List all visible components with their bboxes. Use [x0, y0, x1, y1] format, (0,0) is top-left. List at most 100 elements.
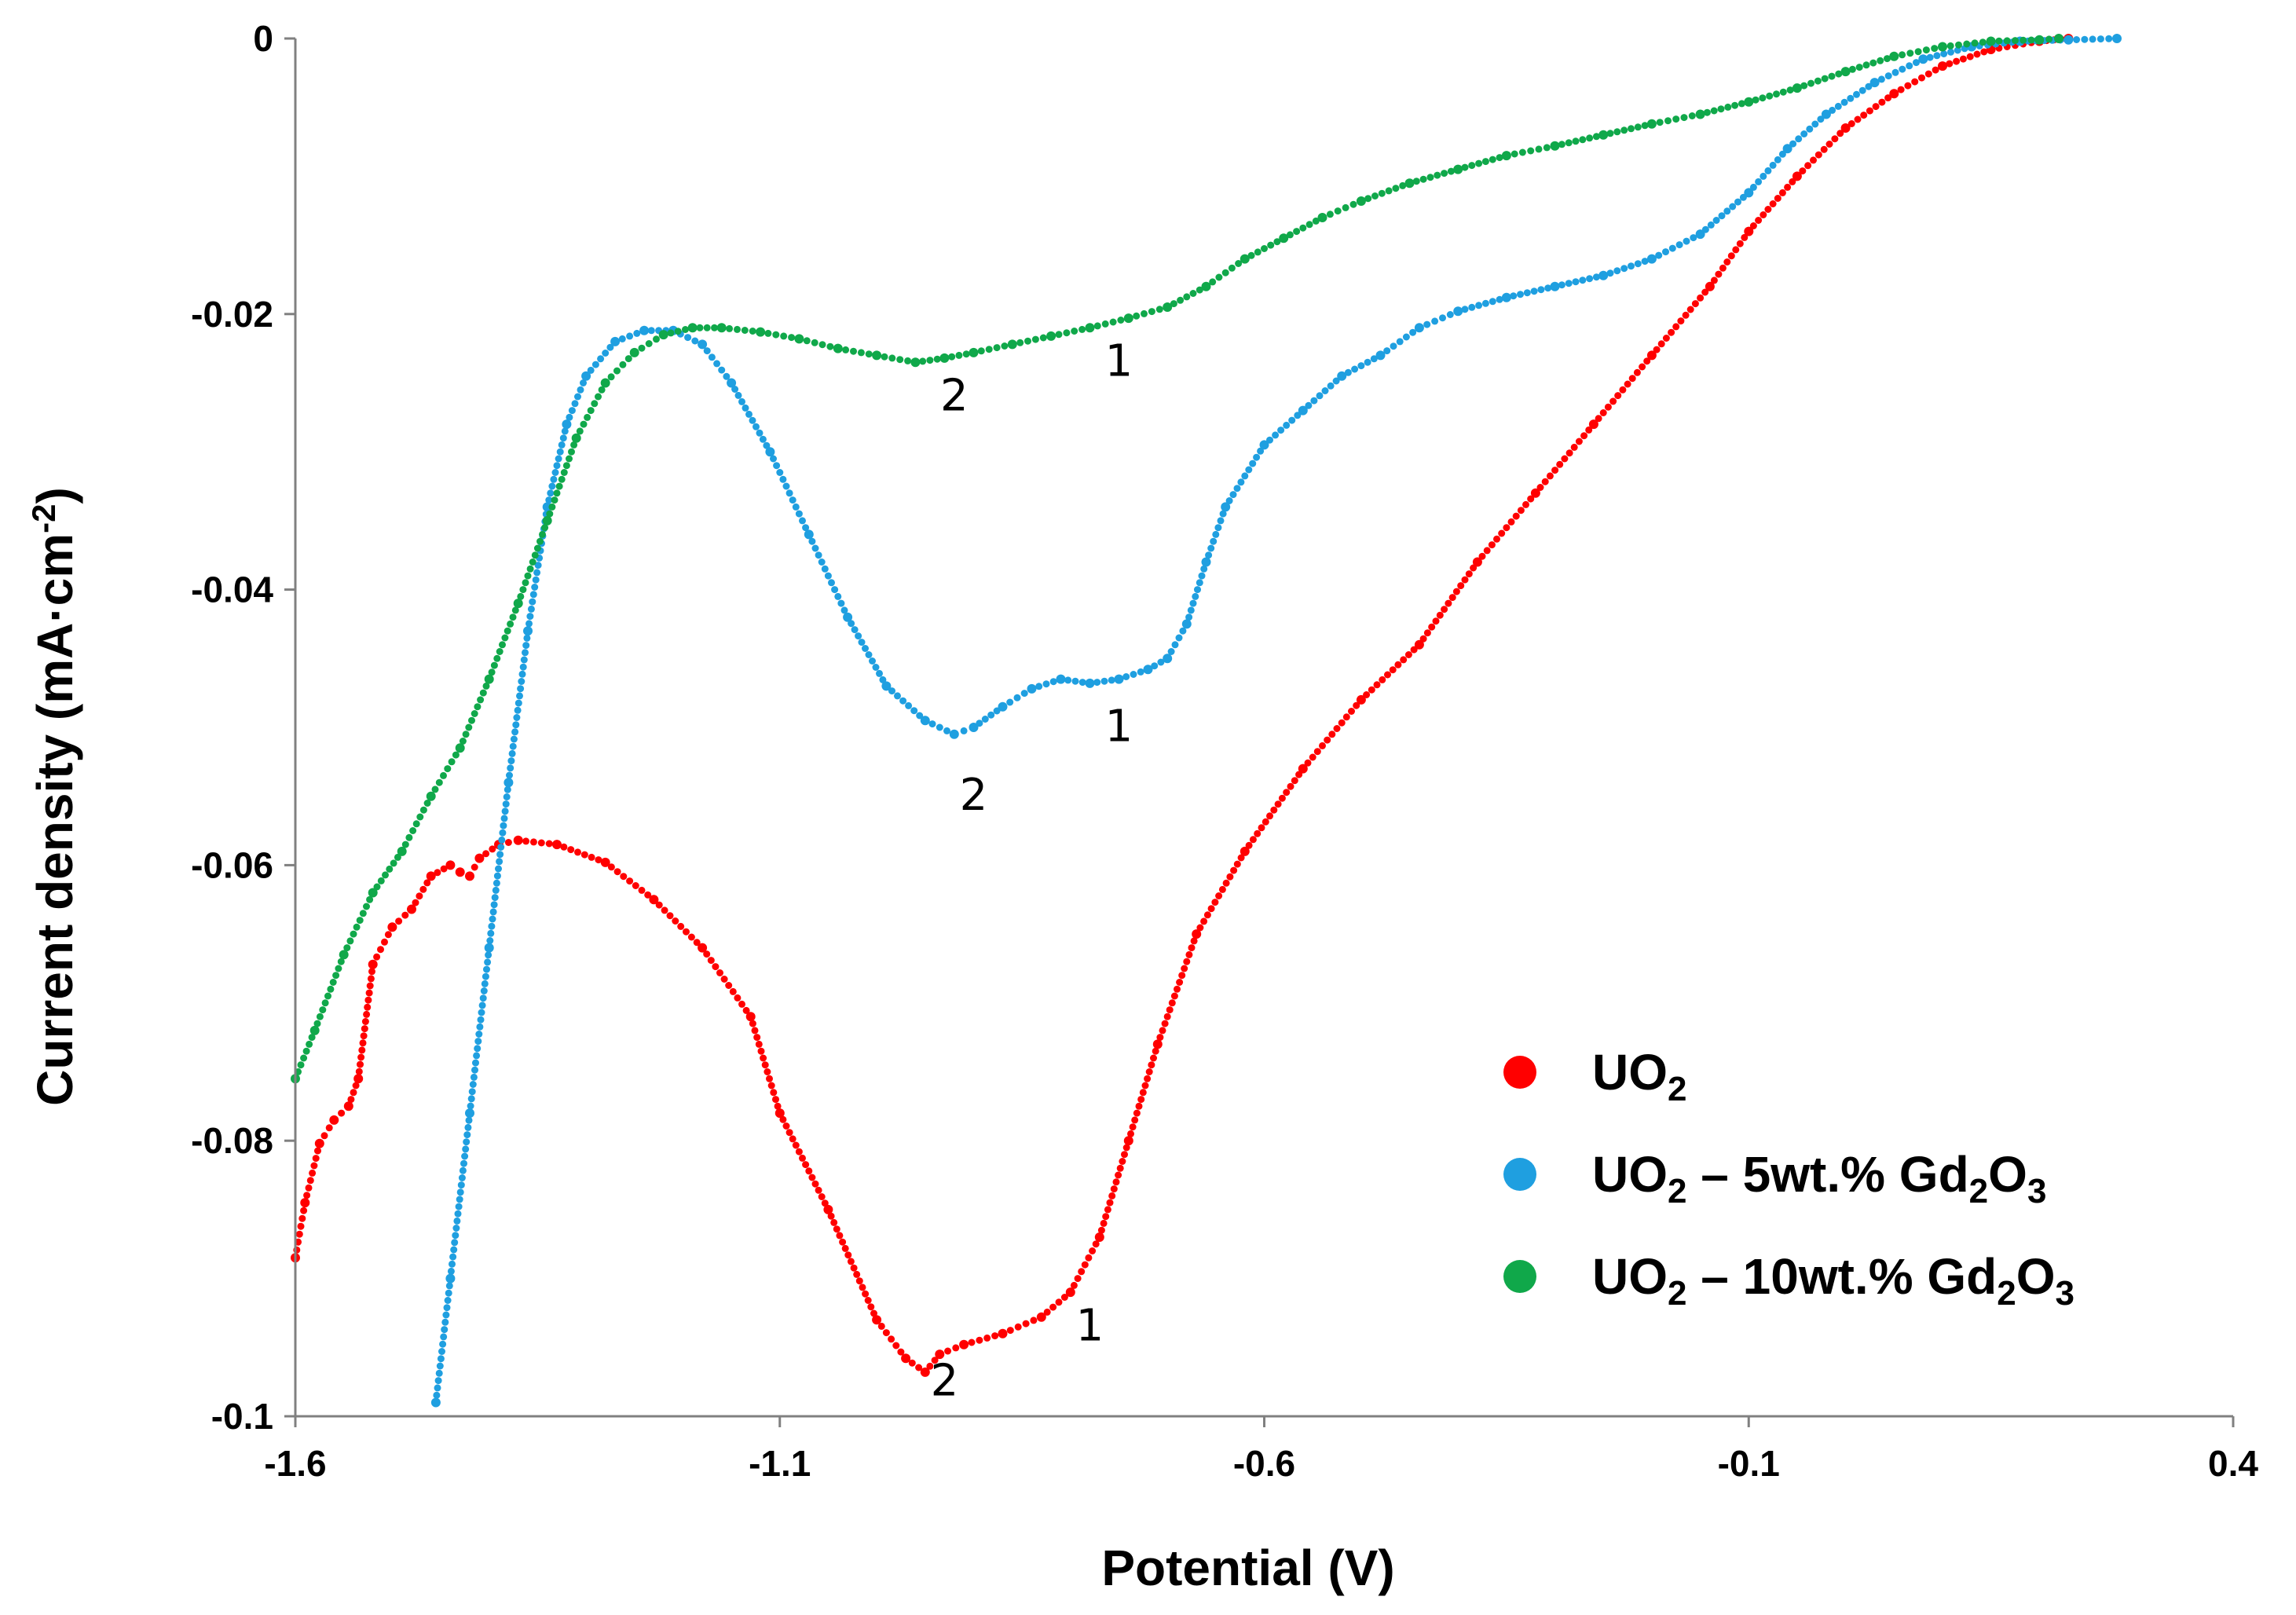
- data-marker: [482, 972, 489, 980]
- data-marker: [496, 858, 504, 866]
- data-marker: [850, 347, 857, 355]
- data-point: [1646, 119, 1657, 129]
- data-marker: [440, 1333, 448, 1341]
- data-marker: [764, 329, 772, 337]
- data-point: [1114, 674, 1124, 684]
- data-marker: [441, 1326, 449, 1334]
- data-marker: [485, 951, 493, 959]
- data-marker: [1225, 497, 1233, 504]
- annotation-label: 1: [1105, 701, 1133, 753]
- data-marker: [749, 416, 756, 424]
- data-marker: [373, 953, 381, 961]
- data-marker: [1955, 41, 1962, 49]
- data-marker: [734, 994, 742, 1002]
- data-marker: [763, 441, 771, 449]
- data-marker: [1738, 100, 1745, 108]
- data-marker: [1680, 114, 1688, 122]
- data-marker: [815, 551, 822, 559]
- data-point: [1501, 151, 1511, 161]
- data-marker: [713, 360, 721, 368]
- data-marker: [367, 975, 375, 983]
- data-marker: [477, 696, 485, 704]
- data-marker: [844, 1251, 852, 1259]
- data-marker: [1181, 965, 1188, 972]
- data-point: [581, 371, 591, 381]
- data-marker: [352, 1082, 360, 1089]
- data-point: [1240, 846, 1250, 856]
- data-marker: [1595, 415, 1602, 423]
- data-marker: [473, 1052, 481, 1060]
- data-marker: [613, 367, 621, 375]
- data-marker: [445, 1282, 453, 1290]
- data-marker: [478, 1009, 485, 1016]
- data-point: [935, 1349, 945, 1360]
- data-marker: [566, 455, 573, 463]
- data-marker: [1657, 340, 1665, 348]
- data-marker: [448, 758, 456, 766]
- data-marker: [452, 1232, 460, 1240]
- data-marker: [445, 1289, 452, 1297]
- data-marker: [1570, 443, 1578, 451]
- data-marker: [1187, 606, 1195, 614]
- legend-label-part: 2: [1668, 1274, 1686, 1313]
- data-marker: [1470, 564, 1478, 572]
- data-marker: [1953, 57, 1961, 65]
- data-marker: [1795, 135, 1803, 143]
- data-marker: [298, 1214, 306, 1222]
- data-marker: [1493, 535, 1500, 543]
- data-point: [639, 325, 650, 335]
- data-marker: [1412, 178, 1420, 185]
- data-point: [542, 515, 552, 526]
- data-marker: [478, 1002, 486, 1009]
- data-marker: [696, 324, 704, 331]
- data-marker: [491, 894, 499, 902]
- data-marker: [501, 808, 509, 815]
- data-marker: [496, 648, 504, 655]
- data-marker: [488, 922, 496, 930]
- data-marker: [899, 697, 907, 705]
- data-marker: [1266, 812, 1273, 820]
- annotation-label: 2: [960, 770, 988, 821]
- data-marker: [568, 407, 576, 415]
- data-marker: [435, 778, 443, 786]
- data-marker: [1620, 265, 1628, 273]
- data-marker: [759, 435, 767, 443]
- data-point: [698, 943, 708, 953]
- data-marker: [1691, 300, 1699, 308]
- data-marker: [1869, 59, 1877, 67]
- data-marker: [526, 613, 534, 621]
- data-marker: [1200, 917, 1208, 925]
- data-marker: [395, 917, 403, 925]
- data-marker: [764, 1068, 771, 1075]
- data-marker: [468, 1088, 476, 1096]
- data-point: [1123, 1136, 1133, 1146]
- data-point: [2112, 34, 2122, 43]
- data-point: [504, 778, 514, 788]
- data-marker: [1804, 162, 1812, 170]
- data-marker: [541, 524, 549, 532]
- data-marker: [919, 357, 927, 365]
- data-point: [1550, 281, 1560, 291]
- data-marker: [1155, 306, 1163, 313]
- data-marker: [471, 710, 478, 717]
- data-marker: [1235, 260, 1243, 267]
- data-point: [1918, 54, 1928, 64]
- data-marker: [1614, 392, 1622, 400]
- legend-label: UO2: [1592, 1044, 1686, 1108]
- data-marker: [780, 332, 788, 340]
- data-marker: [1188, 944, 1196, 952]
- data-marker: [1159, 1027, 1166, 1035]
- data-marker: [1349, 200, 1357, 208]
- data-marker: [382, 871, 389, 879]
- data-marker: [1954, 46, 1961, 54]
- data-marker: [1200, 565, 1208, 573]
- data-marker: [851, 626, 859, 634]
- data-marker: [772, 331, 780, 339]
- data-marker: [1049, 1303, 1057, 1311]
- data-marker: [1237, 854, 1245, 862]
- data-marker: [811, 1180, 819, 1188]
- data-marker: [1537, 286, 1545, 294]
- data-marker: [1922, 46, 1930, 54]
- data-marker: [457, 1181, 465, 1189]
